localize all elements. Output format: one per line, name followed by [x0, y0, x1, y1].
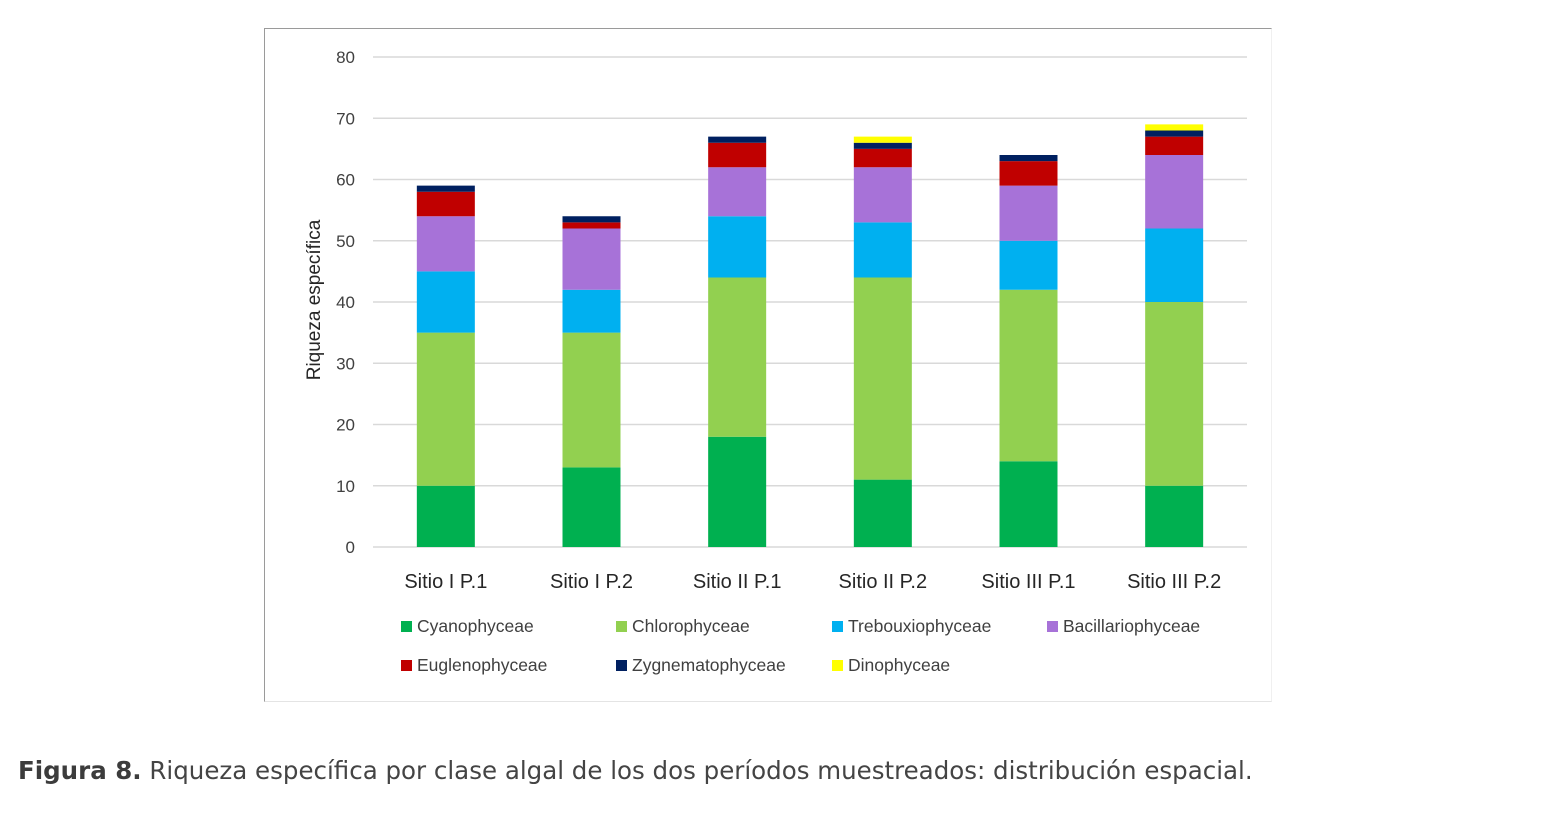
bar-segment-dinophyceae	[853, 136, 912, 143]
bar-segment-euglenophyceae	[416, 191, 475, 217]
y-tick-label: 40	[336, 293, 355, 312]
figure-caption: Figura 8. Riqueza específica por clase a…	[18, 756, 1253, 785]
legend-label: Trebouxiophyceae	[848, 616, 991, 636]
legend-swatch	[616, 660, 627, 671]
bar-segment-euglenophyceae	[708, 142, 767, 168]
legend-label: Chlorophyceae	[632, 616, 750, 636]
bar-segment-euglenophyceae	[1145, 136, 1204, 155]
bar-segment-zygnematophyceae	[708, 136, 767, 143]
bar-segment-trebouxiophyceae	[853, 222, 912, 278]
bar-segment-cyanophyceae	[999, 461, 1058, 547]
bar-segment-dinophyceae	[1145, 124, 1204, 131]
legend-swatch	[1047, 621, 1058, 632]
bar-segment-euglenophyceae	[562, 222, 621, 229]
bar-segment-trebouxiophyceae	[416, 271, 475, 333]
bar-segment-zygnematophyceae	[853, 142, 912, 149]
bar-segment-trebouxiophyceae	[999, 240, 1058, 290]
stacked-bar-chart: 0 10 20 30 40 50 60 70 80 Riqueza específica Sitio…	[304, 48, 1247, 675]
bar-segment-euglenophyceae	[999, 161, 1058, 186]
legend-label: Cyanophyceae	[417, 616, 534, 636]
y-tick-label: 20	[336, 416, 355, 435]
y-axis-label: Riqueza específica	[304, 219, 325, 380]
y-tick-label: 50	[336, 232, 355, 251]
y-tick-label: 10	[336, 477, 355, 496]
y-tick-label: 0	[346, 538, 355, 557]
bar-segment-bacillariophyceae	[1145, 155, 1204, 229]
x-tick-label: Sitio III P.1	[981, 571, 1075, 593]
legend-label: Euglenophyceae	[417, 655, 547, 675]
legend-label: Dinophyceae	[848, 655, 950, 675]
bar-segment-trebouxiophyceae	[708, 216, 767, 278]
bar-segment-chlorophyceae	[708, 277, 767, 437]
legend-swatch	[616, 621, 627, 632]
chart-frame: 0 10 20 30 40 50 60 70 80 Riqueza específica Sitio…	[264, 28, 1272, 702]
bar-segment-trebouxiophyceae	[562, 289, 621, 333]
bar-segment-chlorophyceae	[853, 277, 912, 480]
caption-text: Riqueza específica por clase algal de lo…	[141, 756, 1253, 785]
legend-swatch	[401, 660, 412, 671]
legend-swatch	[832, 621, 843, 632]
bar-segment-cyanophyceae	[1145, 485, 1204, 547]
y-tick-label: 70	[336, 109, 355, 128]
bar-segment-cyanophyceae	[562, 467, 621, 547]
x-tick-label: Sitio III P.2	[1127, 571, 1221, 593]
x-tick-label: Sitio II P.1	[693, 571, 782, 593]
bar-segment-trebouxiophyceae	[1145, 228, 1204, 302]
x-tick-label: Sitio II P.2	[839, 571, 928, 593]
bar-segment-chlorophyceae	[1145, 302, 1204, 486]
bar-segment-chlorophyceae	[562, 332, 621, 468]
bar-segment-bacillariophyceae	[562, 228, 621, 290]
bar-segment-euglenophyceae	[853, 148, 912, 168]
y-tick-label: 30	[336, 354, 355, 373]
x-tick-label: Sitio I P.1	[404, 571, 487, 593]
x-tick-label: Sitio I P.2	[550, 571, 633, 593]
bar-segment-bacillariophyceae	[999, 185, 1058, 241]
bar-segment-zygnematophyceae	[562, 216, 621, 223]
bar-segment-zygnematophyceae	[999, 155, 1058, 162]
bar-segment-cyanophyceae	[853, 479, 912, 547]
bar-segment-chlorophyceae	[416, 332, 475, 486]
y-tick-label: 60	[336, 171, 355, 190]
legend-label: Bacillariophyceae	[1063, 616, 1200, 636]
bar-segment-zygnematophyceae	[1145, 130, 1204, 137]
legend-swatch	[832, 660, 843, 671]
bar-segment-cyanophyceae	[416, 485, 475, 547]
bar-segment-bacillariophyceae	[853, 167, 912, 223]
bar-segment-chlorophyceae	[999, 289, 1058, 462]
bar-segment-bacillariophyceae	[708, 167, 767, 217]
bar-segment-zygnematophyceae	[416, 185, 475, 192]
caption-label: Figura 8.	[18, 756, 142, 785]
legend-swatch	[401, 621, 412, 632]
bar-segment-cyanophyceae	[708, 436, 767, 547]
y-tick-label: 80	[336, 48, 355, 67]
bar-segment-bacillariophyceae	[416, 216, 475, 272]
legend-label: Zygnematophyceae	[632, 655, 786, 675]
